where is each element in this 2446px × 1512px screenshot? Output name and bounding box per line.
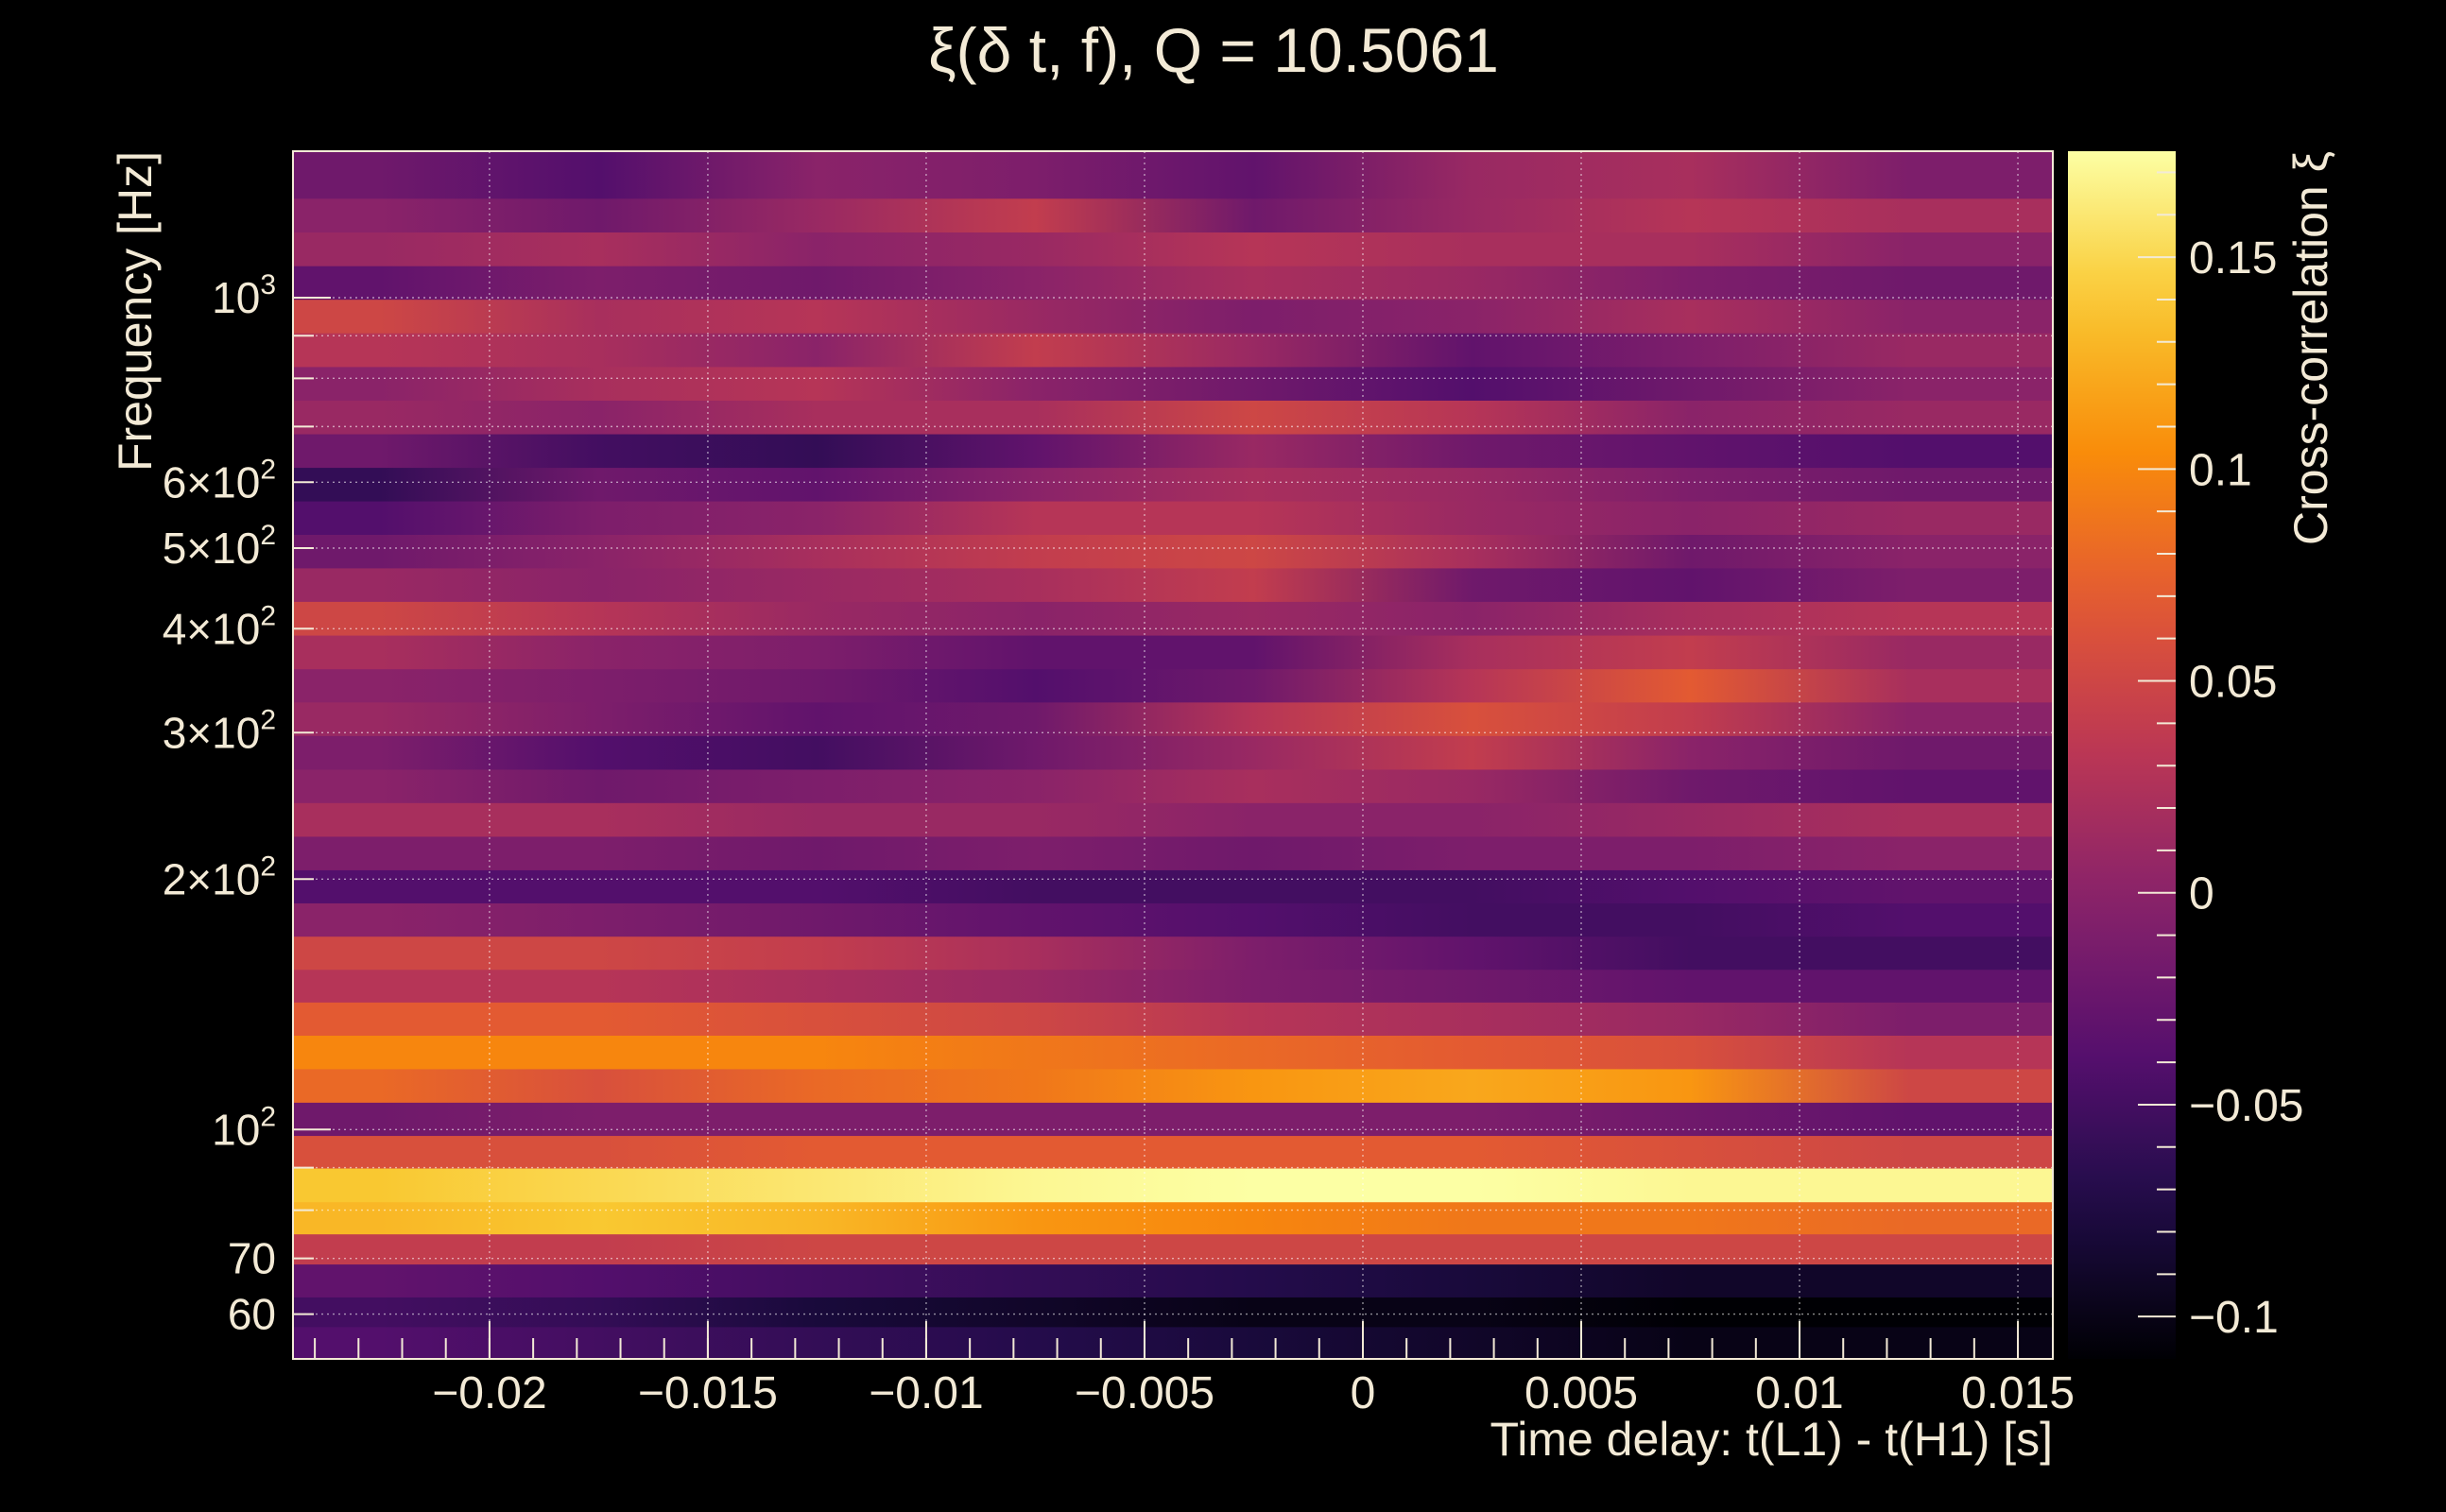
heatmap-row xyxy=(293,1326,2053,1359)
y-tick-label: 5×102 xyxy=(163,520,276,573)
x-tick-label: −0.015 xyxy=(638,1368,778,1418)
heatmap-row xyxy=(293,1035,2053,1070)
plot-frame xyxy=(292,150,2054,1360)
heatmap-row xyxy=(293,1002,2053,1036)
heatmap-row xyxy=(293,668,2053,703)
y-tick-label: 6×102 xyxy=(163,454,276,507)
heatmap-row xyxy=(293,232,2053,266)
colorbar-tick-label: 0 xyxy=(2189,869,2214,919)
heatmap-row xyxy=(293,151,2053,199)
heatmap-row xyxy=(293,500,2053,536)
chart-title: ξ(δ t, f), Q = 10.5061 xyxy=(928,15,1499,85)
heatmap-row xyxy=(293,969,2053,1003)
heatmap-row xyxy=(293,198,2053,232)
colorbar-label: Cross-correlation ξ xyxy=(2284,151,2337,545)
x-tick-label: −0.01 xyxy=(869,1368,983,1418)
x-tick-label: −0.005 xyxy=(1075,1368,1214,1418)
heatmap-row xyxy=(293,1233,2053,1265)
heatmap-row xyxy=(293,936,2053,971)
colorbar-tick-label: −0.1 xyxy=(2189,1293,2279,1343)
heatmap-row xyxy=(293,701,2053,736)
colorbar xyxy=(2068,151,2176,1359)
heatmap xyxy=(293,151,2053,1359)
heatmap-row xyxy=(293,366,2053,401)
heatmap-row xyxy=(293,400,2053,435)
heatmap-row xyxy=(293,1102,2053,1137)
heatmap-row xyxy=(293,802,2053,837)
x-tick-label: −0.02 xyxy=(432,1368,546,1418)
y-axis: 60 70 102 2×102 3×102 4×102 5×102 6×102 103 xyxy=(163,269,331,1339)
heatmap-row xyxy=(293,869,2053,903)
y-tick-label: 2×102 xyxy=(163,850,276,903)
x-axis-label: Time delay: t(L1) - t(H1) [s] xyxy=(1490,1413,2053,1466)
colorbar-tick-label: 0.05 xyxy=(2189,658,2277,708)
x-tick-label: 0.01 xyxy=(1755,1368,1843,1418)
heatmap-row xyxy=(293,902,2053,937)
heatmap-row xyxy=(293,601,2053,636)
heatmap-row xyxy=(293,1167,2053,1203)
y-tick-label: 70 xyxy=(228,1234,276,1283)
heatmap-row xyxy=(293,1263,2053,1297)
heatmap-row xyxy=(293,266,2053,301)
x-tick-label: 0.015 xyxy=(1961,1368,2075,1418)
y-tick-label: 3×102 xyxy=(163,704,276,757)
colorbar-axis: 0.15 0.1 0.05 0 −0.05 −0.1 xyxy=(2138,171,2303,1343)
colorbar-tick-label: −0.05 xyxy=(2189,1081,2303,1131)
x-tick-label: 0.005 xyxy=(1524,1368,1638,1418)
y-tick-label: 4×102 xyxy=(163,600,276,653)
heatmap-row xyxy=(293,1201,2053,1235)
y-tick-label: 102 xyxy=(212,1101,276,1154)
heatmap-row xyxy=(293,835,2053,870)
heatmap-row xyxy=(293,1297,2053,1328)
x-axis: −0.02 −0.015 −0.01 −0.005 0 0.005 0.01 0.015 xyxy=(314,1321,2075,1418)
grid-lines xyxy=(293,151,2053,1359)
heatmap-row xyxy=(293,1135,2053,1169)
y-tick-label: 60 xyxy=(228,1290,276,1339)
colorbar-tick-label: 0.1 xyxy=(2189,445,2252,495)
heatmap-row xyxy=(293,634,2053,670)
heatmap-row xyxy=(293,1068,2053,1103)
heatmap-row xyxy=(293,567,2053,602)
heatmap-row xyxy=(293,433,2053,469)
heatmap-row xyxy=(293,299,2053,334)
heatmap-row xyxy=(293,735,2053,770)
colorbar-tick-label: 0.15 xyxy=(2189,233,2277,284)
heatmap-row xyxy=(293,467,2053,502)
x-tick-label: 0 xyxy=(1351,1368,1376,1418)
heatmap-row xyxy=(293,768,2053,803)
y-axis-label: Frequency [Hz] xyxy=(109,151,162,472)
y-tick-label: 103 xyxy=(212,269,276,322)
heatmap-row xyxy=(293,333,2053,368)
heatmap-row xyxy=(293,534,2053,569)
